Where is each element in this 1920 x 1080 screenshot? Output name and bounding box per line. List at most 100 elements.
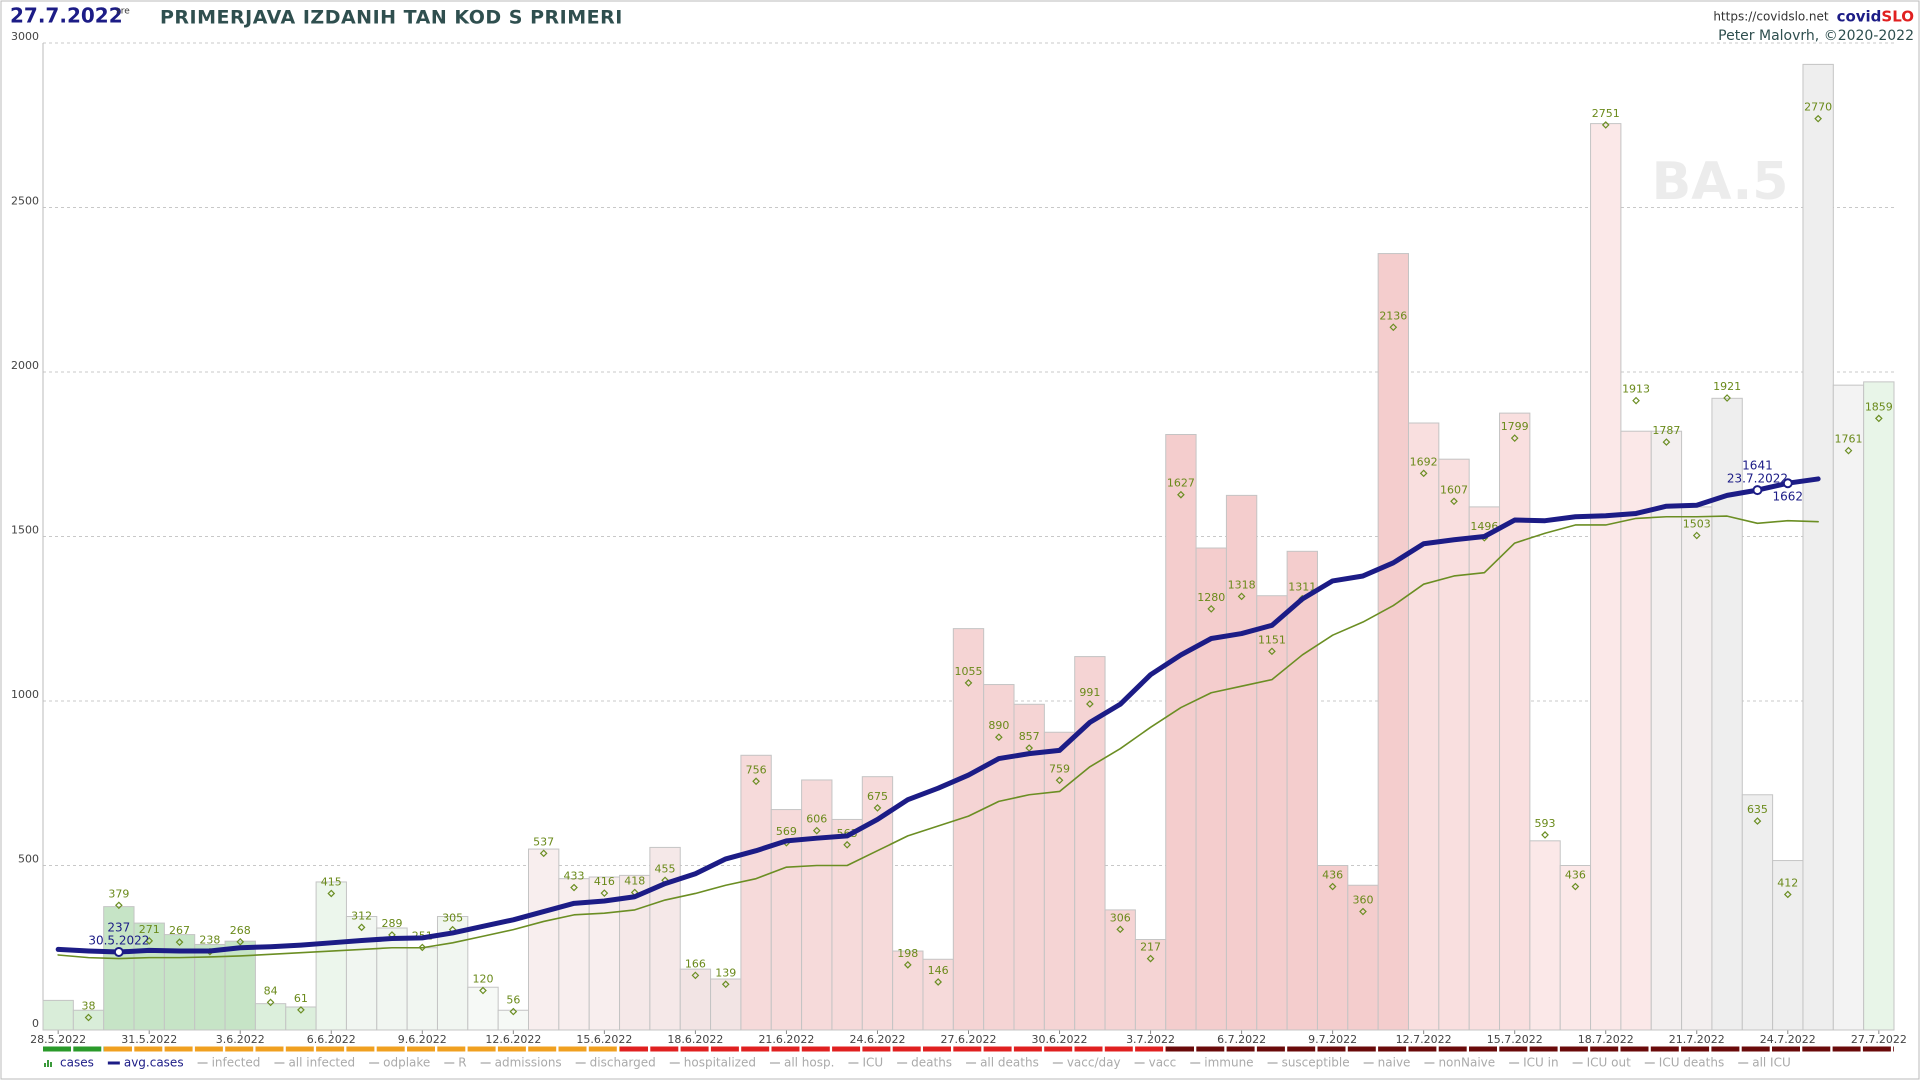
diamond-marker bbox=[843, 840, 851, 849]
bar bbox=[1043, 731, 1076, 1031]
data-label: 1692 bbox=[1410, 455, 1438, 468]
data-label: 1318 bbox=[1228, 578, 1256, 591]
value-label: 237 bbox=[107, 921, 130, 935]
diamond-marker bbox=[873, 804, 882, 812]
legend-label: naive bbox=[1378, 1056, 1411, 1070]
y-tick-label: 3000 bbox=[11, 30, 39, 43]
point-marker bbox=[1782, 478, 1793, 489]
x-tick-label: 6.6.2022 bbox=[307, 1033, 356, 1046]
diamond-marker bbox=[752, 777, 760, 786]
diamond-marker bbox=[1328, 882, 1337, 891]
author: Peter Malovrh, ©2020-2022 bbox=[1718, 28, 1914, 44]
legend-label: odplake bbox=[383, 1056, 430, 1070]
point-marker bbox=[1752, 485, 1763, 496]
bar bbox=[1741, 794, 1774, 1031]
diamond-marker bbox=[1268, 647, 1276, 656]
point-marker bbox=[113, 947, 124, 958]
diamond-marker bbox=[509, 1007, 518, 1016]
bar bbox=[1620, 430, 1652, 1031]
bar bbox=[1074, 656, 1106, 1031]
diamond-marker bbox=[1025, 744, 1034, 752]
data-label: 56 bbox=[506, 994, 520, 1007]
diamond-marker bbox=[1207, 605, 1216, 613]
bar bbox=[922, 958, 954, 1031]
data-label: 433 bbox=[564, 870, 585, 883]
diamond-marker bbox=[1723, 394, 1731, 402]
data-label: 1055 bbox=[955, 665, 983, 678]
date: 27.7.2022 bbox=[10, 4, 123, 28]
bar bbox=[619, 874, 651, 1031]
x-tick-label: 15.6.2022 bbox=[576, 1033, 632, 1046]
data-label: 1627 bbox=[1167, 477, 1195, 490]
diamond-marker bbox=[266, 998, 275, 1007]
diamond-marker bbox=[1571, 882, 1580, 891]
chart-title: PRIMERJAVA IZDANIH TAN KOD S PRIMERI bbox=[160, 7, 623, 29]
bar bbox=[1802, 63, 1834, 1031]
diamond-marker bbox=[721, 980, 730, 989]
diamond-marker bbox=[1814, 114, 1822, 123]
legend-swatch bbox=[50, 1062, 52, 1067]
data-label: 1913 bbox=[1622, 383, 1650, 396]
legend-label: infected bbox=[212, 1056, 261, 1070]
bar bbox=[1104, 909, 1136, 1031]
data-label: 756 bbox=[746, 763, 767, 776]
brand-accent: SLO bbox=[1881, 8, 1914, 26]
y-tick-label: 1500 bbox=[11, 524, 39, 537]
value-label: 1662 bbox=[1773, 490, 1804, 504]
x-tick-label: 18.7.2022 bbox=[1578, 1033, 1634, 1046]
weekday: sre bbox=[116, 7, 130, 17]
bar bbox=[892, 950, 924, 1031]
bar bbox=[952, 628, 985, 1031]
x-tick-label: 12.7.2022 bbox=[1396, 1033, 1452, 1046]
data-label: 84 bbox=[264, 984, 278, 997]
data-label: 267 bbox=[169, 924, 190, 937]
data-label: 593 bbox=[1535, 817, 1556, 830]
legend-label: all ICU bbox=[1752, 1056, 1791, 1070]
legend-label: hospitalized bbox=[684, 1056, 756, 1070]
bar bbox=[497, 1009, 530, 1031]
legend-label: discharged bbox=[590, 1056, 656, 1070]
bar bbox=[1407, 422, 1440, 1031]
point-label: 23.7.2022 bbox=[1727, 472, 1788, 486]
x-tick-label: 27.6.2022 bbox=[941, 1033, 997, 1046]
diamond-marker bbox=[1389, 323, 1398, 332]
data-label: 606 bbox=[806, 813, 827, 826]
legend-label: ICU out bbox=[1587, 1056, 1631, 1070]
x-tick-label: 3.6.2022 bbox=[216, 1033, 265, 1046]
diamond-marker bbox=[479, 986, 487, 995]
diamond-marker bbox=[570, 883, 578, 892]
bar bbox=[1165, 434, 1197, 1031]
diamond-marker bbox=[1844, 446, 1853, 455]
diamond-marker bbox=[115, 901, 123, 910]
data-label: 1799 bbox=[1501, 420, 1529, 433]
diamond-marker bbox=[297, 1006, 305, 1014]
legend-label: ICU in bbox=[1523, 1056, 1558, 1070]
data-label: 38 bbox=[82, 999, 96, 1012]
diamond-marker bbox=[327, 889, 336, 898]
data-label: 1859 bbox=[1865, 400, 1893, 413]
url: https://covidslo.net bbox=[1713, 10, 1829, 24]
legend-label: ICU deaths bbox=[1659, 1056, 1724, 1070]
bar bbox=[1286, 550, 1318, 1031]
legend-label: ICU bbox=[862, 1056, 883, 1070]
x-tick-label: 18.6.2022 bbox=[667, 1033, 723, 1046]
data-label: 991 bbox=[1079, 686, 1100, 699]
data-label: 1787 bbox=[1652, 424, 1680, 437]
data-label: 1311 bbox=[1288, 581, 1316, 594]
bar bbox=[315, 881, 347, 1031]
bar bbox=[1013, 703, 1045, 1031]
data-label: 635 bbox=[1747, 803, 1768, 816]
bar bbox=[1499, 412, 1531, 1031]
y-tick-label: 1000 bbox=[11, 688, 39, 701]
legend-label: vacc/day bbox=[1067, 1056, 1121, 1070]
data-label: 2751 bbox=[1592, 107, 1620, 120]
x-tick-label: 21.7.2022 bbox=[1669, 1033, 1725, 1046]
data-label: 1280 bbox=[1197, 591, 1225, 604]
bar bbox=[1134, 939, 1167, 1031]
x-tick-label: 24.7.2022 bbox=[1760, 1033, 1816, 1046]
data-label: 268 bbox=[230, 924, 251, 937]
bar bbox=[42, 999, 74, 1031]
bar bbox=[285, 1006, 317, 1031]
data-label: 436 bbox=[1322, 869, 1343, 882]
diamond-marker bbox=[1419, 469, 1428, 478]
